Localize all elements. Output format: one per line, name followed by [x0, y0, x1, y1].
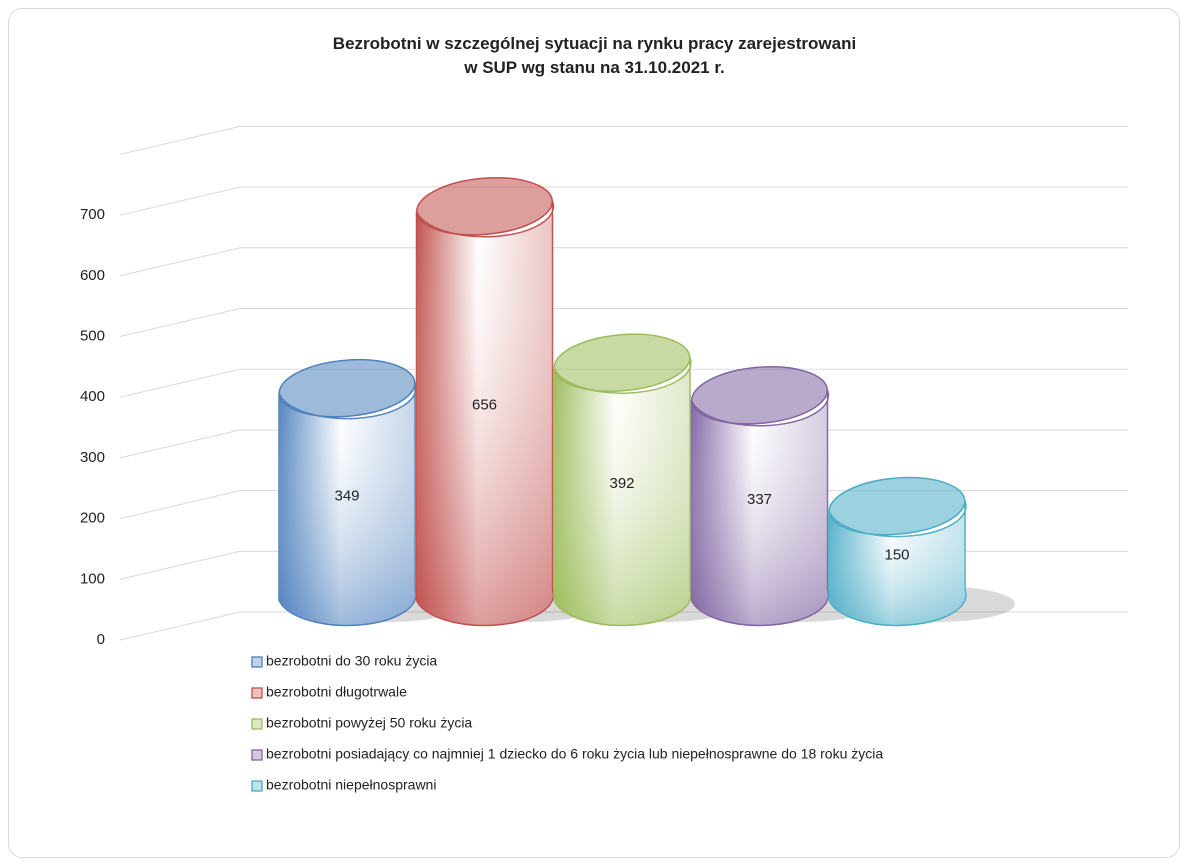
legend-label: bezrobotni do 30 roku życia	[266, 653, 437, 669]
bar-top	[278, 358, 416, 418]
grid-line	[119, 186, 1128, 216]
legend-swatch	[251, 749, 263, 761]
data-label: 349	[334, 488, 359, 505]
bar-top	[828, 476, 966, 536]
grid-line	[119, 308, 1128, 337]
bar-top	[415, 177, 554, 236]
data-label: 656	[472, 397, 497, 414]
y-tick-label: 100	[80, 570, 105, 587]
y-tick-label: 200	[80, 510, 105, 527]
grid-line	[119, 429, 1128, 459]
y-tick-label: 500	[80, 327, 105, 344]
data-label: 337	[747, 491, 772, 508]
grid-line	[119, 368, 1128, 398]
grid-line	[119, 490, 1128, 520]
y-tick-label: 400	[80, 388, 105, 405]
y-tick-label: 300	[80, 449, 105, 466]
grid-line	[119, 611, 1128, 641]
legend-swatch	[251, 718, 263, 730]
legend-swatch	[251, 780, 263, 792]
legend-swatch	[251, 687, 263, 699]
data-label: 392	[609, 475, 634, 492]
data-label: 150	[884, 547, 909, 564]
bar-top	[690, 366, 829, 425]
legend-swatch	[251, 656, 263, 668]
legend-label: bezrobotni niepełnosprawni	[266, 777, 436, 793]
y-tick-label: 0	[97, 631, 105, 648]
legend-label: bezrobotni powyżej 50 roku życia	[266, 715, 472, 731]
legend-label: bezrobotni posiadający co najmniej 1 dzi…	[266, 746, 883, 762]
y-tick-label: 700	[80, 206, 105, 223]
chart-title: Bezrobotni w szczególnej sytuacji na ryn…	[332, 34, 857, 77]
legend-label: bezrobotni długotrwale	[266, 684, 407, 700]
bar-top	[553, 333, 691, 393]
grid-line	[119, 247, 1128, 277]
y-tick-label: 600	[80, 267, 105, 284]
